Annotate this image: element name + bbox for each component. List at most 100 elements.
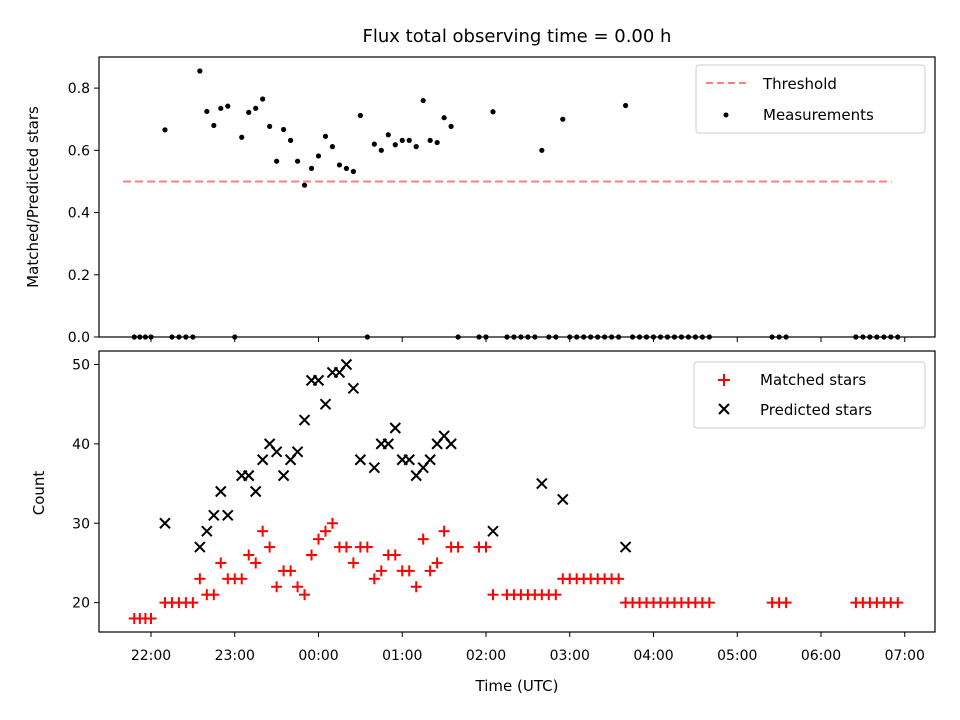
matched-point xyxy=(292,581,304,593)
predicted-point xyxy=(194,541,206,553)
matched-point xyxy=(417,533,429,545)
measurement-point xyxy=(204,108,210,115)
predicted-point xyxy=(557,493,569,506)
count-x-axis: 22:00 23:00 00:00 01:00 02:00 03:00 04:00 05:00… xyxy=(131,632,925,664)
matched-point xyxy=(375,565,387,577)
measurement-point xyxy=(420,97,426,104)
predicted-point xyxy=(222,509,234,522)
ratio-y-axis-label: Matched/Predicted stars xyxy=(24,106,42,288)
legend-predicted-swatch xyxy=(718,403,730,415)
predicted-point xyxy=(424,454,436,466)
measurement-point xyxy=(413,144,419,150)
matched-point xyxy=(347,557,359,569)
matched-point xyxy=(703,597,715,609)
matched-point xyxy=(236,573,248,585)
x-tick-label: 02:00 xyxy=(466,648,506,664)
matched-point xyxy=(780,597,792,609)
measurement-point xyxy=(239,134,245,140)
measurement-point xyxy=(287,137,294,143)
x-tick-label: 00:00 xyxy=(298,648,338,664)
predicted-point xyxy=(249,485,262,498)
measurement-point xyxy=(322,133,329,139)
matched-point xyxy=(285,565,297,577)
ratio-legend-box xyxy=(695,64,926,134)
measurement-point xyxy=(490,109,496,115)
matched-point xyxy=(187,597,199,609)
legend-measurements-swatch xyxy=(723,112,729,118)
predicted-point xyxy=(291,446,304,458)
count-panel: 20 30 40 50 22:00 23:00 00:00 01:00 02:00 03:00 0… xyxy=(30,350,936,695)
legend-measurements-label: Measurements xyxy=(763,106,874,124)
matched-point xyxy=(438,525,450,537)
predicted-point xyxy=(312,374,325,387)
x-tick-label: 22:00 xyxy=(131,648,171,664)
legend-matched-label: Matched stars xyxy=(760,371,866,389)
measurement-point xyxy=(434,139,440,146)
matched-point xyxy=(243,549,255,561)
matched-point xyxy=(424,565,436,577)
predicted-point xyxy=(487,525,499,537)
matched-point xyxy=(250,557,262,569)
predicted-point xyxy=(243,469,255,482)
x-tick-label: 03:00 xyxy=(550,648,590,664)
predicted-point xyxy=(368,461,381,474)
measurement-point xyxy=(301,182,308,188)
x-tick-label: 23:00 xyxy=(215,648,255,664)
count-y-tick-label: 40 xyxy=(72,437,90,453)
count-plot-frame xyxy=(98,350,936,633)
measurement-point xyxy=(399,137,405,143)
measurement-point xyxy=(560,116,566,122)
matched-point xyxy=(271,581,283,593)
measurement-point xyxy=(441,115,447,121)
measurement-point xyxy=(260,96,266,102)
ratio-panel: 0.00.20.40.60.8 Matched/Predicted stars … xyxy=(24,56,936,346)
predicted-point xyxy=(445,438,457,450)
count-y-tick-label: 20 xyxy=(72,596,90,612)
count-legend: Matched stars Predicted stars xyxy=(693,361,926,429)
predicted-point xyxy=(389,422,401,434)
matched-point xyxy=(264,541,276,553)
predicted-point xyxy=(256,454,269,466)
count-marks xyxy=(128,358,904,625)
matched-point xyxy=(403,565,415,577)
matched-point xyxy=(340,541,352,553)
measurement-point xyxy=(385,132,391,138)
measurement-point xyxy=(274,158,280,164)
matched-point xyxy=(361,541,373,553)
matched-point xyxy=(452,541,464,553)
predicted-point xyxy=(270,446,283,458)
predicted-point xyxy=(319,398,332,410)
matched-point xyxy=(613,573,625,585)
predicted-point xyxy=(340,358,353,371)
count-y-axis-label: Count xyxy=(30,471,48,516)
ratio-marks xyxy=(123,68,901,340)
ratio-y-tick-label: 0.0 xyxy=(68,330,90,346)
measurement-point xyxy=(218,105,224,111)
ratio-y-tick-label: 0.2 xyxy=(68,268,90,284)
measurement-point xyxy=(392,142,398,148)
matched-point xyxy=(208,589,220,601)
ratio-y-tick-label: 0.6 xyxy=(68,143,90,159)
predicted-point xyxy=(208,509,220,522)
measurement-point xyxy=(225,103,231,109)
count-legend-box xyxy=(693,361,926,429)
matched-point xyxy=(368,573,380,585)
predicted-point xyxy=(347,382,360,395)
measurement-point xyxy=(448,123,454,129)
measurement-point xyxy=(378,147,384,153)
count-y-tick-label: 50 xyxy=(72,357,90,373)
legend-threshold-label: Threshold xyxy=(762,75,837,93)
matched-point xyxy=(389,549,401,561)
matched-point xyxy=(892,597,904,609)
measurement-point xyxy=(315,153,322,159)
measurement-point xyxy=(246,109,252,115)
count-y-tick-label: 30 xyxy=(72,516,90,532)
ratio-legend: Threshold Measurements xyxy=(695,64,926,134)
matched-point xyxy=(487,589,499,601)
matched-point xyxy=(319,525,331,537)
measurement-point xyxy=(197,68,203,74)
predicted-point xyxy=(201,525,213,537)
predicted-point xyxy=(159,517,171,529)
x-tick-label: 07:00 xyxy=(885,648,925,664)
